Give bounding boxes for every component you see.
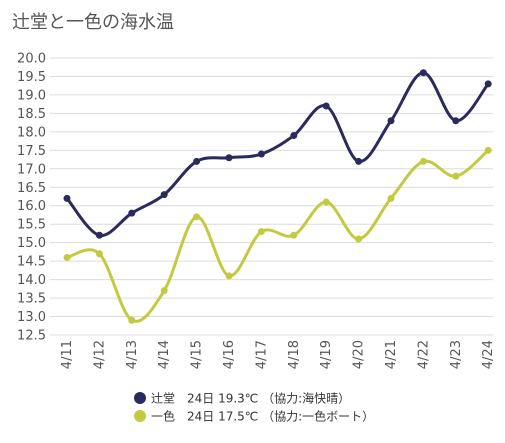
y-tick-label: 20.0: [17, 52, 46, 67]
y-tick-label: 16.0: [17, 199, 46, 214]
data-point: [322, 102, 330, 110]
y-axis-ticks: 12.5 13.0 13.5 14.0 14.5 15.0 15.5 16.0 16.5 17.0…: [17, 52, 46, 344]
x-tick-label: 4/13: [125, 340, 140, 369]
x-tick-label: 4/19: [319, 340, 334, 369]
x-tick-label: 4/21: [384, 340, 399, 369]
legend-label: 辻堂 24日 19.3℃ （協力:海快晴）: [151, 391, 350, 406]
data-point: [160, 287, 168, 295]
data-point: [452, 117, 460, 125]
series-line: [66, 149, 490, 323]
series-1: [63, 146, 492, 324]
legend-marker: [134, 410, 146, 422]
y-tick-label: 19.0: [17, 88, 46, 103]
x-tick-label: 4/11: [60, 340, 75, 369]
y-tick-label: 17.0: [17, 162, 46, 177]
data-point: [322, 198, 330, 206]
data-point: [160, 191, 168, 199]
data-point: [419, 157, 427, 165]
x-tick-label: 4/12: [92, 340, 107, 369]
data-point: [290, 132, 298, 140]
data-point: [484, 146, 492, 154]
y-tick-label: 14.0: [17, 273, 46, 288]
data-point: [63, 194, 71, 202]
legend-label: 一色 24日 17.5℃ （協力:一色ボート）: [151, 409, 374, 424]
data-point: [387, 117, 395, 125]
x-tick-label: 4/18: [287, 340, 302, 369]
x-tick-label: 4/20: [352, 340, 367, 369]
y-tick-label: 13.0: [17, 310, 46, 325]
y-tick-label: 19.5: [17, 70, 46, 85]
data-point: [355, 235, 363, 243]
x-tick-label: 4/23: [449, 340, 464, 369]
x-tick-label: 4/15: [190, 340, 205, 369]
data-point: [128, 209, 136, 217]
data-point: [387, 194, 395, 202]
x-axis-ticks: 4/11 4/12 4/13 4/14 4/15 4/16 4/17 4/18 4/19 4/20…: [60, 340, 496, 369]
data-point: [290, 231, 298, 239]
data-point: [257, 150, 265, 158]
y-tick-label: 14.5: [17, 255, 46, 270]
y-tick-label: 18.5: [17, 107, 46, 122]
data-point: [193, 213, 201, 221]
y-tick-label: 16.5: [17, 181, 46, 196]
series-0: [63, 69, 492, 239]
y-tick-label: 15.5: [17, 218, 46, 233]
y-tick-label: 15.0: [17, 236, 46, 251]
y-tick-label: 12.5: [17, 329, 46, 344]
data-point: [128, 316, 136, 324]
data-point: [225, 272, 233, 280]
data-point: [95, 250, 103, 258]
x-tick-label: 4/24: [481, 340, 496, 369]
legend-marker: [134, 392, 146, 404]
data-point: [419, 69, 427, 77]
data-point: [225, 154, 233, 162]
y-tick-label: 13.5: [17, 292, 46, 307]
data-point: [257, 228, 265, 236]
data-point: [452, 172, 460, 180]
data-point: [193, 157, 201, 165]
y-tick-label: 18.0: [17, 125, 46, 140]
x-tick-label: 4/16: [222, 340, 237, 369]
x-tick-label: 4/14: [157, 340, 172, 369]
y-tick-label: 17.5: [17, 144, 46, 159]
grid-layer: [50, 57, 493, 336]
chart-title: 辻堂と一色の海水温: [12, 12, 174, 33]
data-point: [484, 80, 492, 88]
data-point: [355, 157, 363, 165]
data-point: [63, 253, 71, 261]
legend: 辻堂 24日 19.3℃ （協力:海快晴） 一色 24日 17.5℃ （協力:一色…: [134, 391, 374, 424]
x-tick-label: 4/17: [254, 340, 269, 369]
series-layer: [63, 69, 492, 324]
x-tick-label: 4/22: [416, 340, 431, 369]
data-point: [95, 231, 103, 239]
